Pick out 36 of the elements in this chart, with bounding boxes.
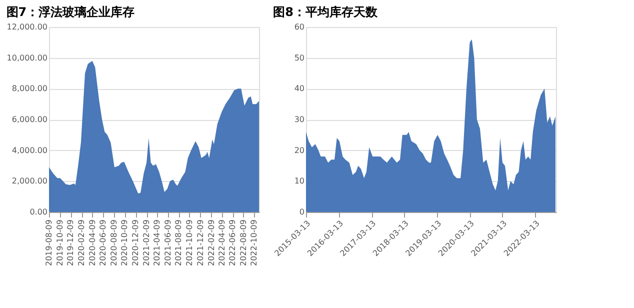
y-tick-label: 6,000.00: [12, 115, 48, 124]
y-tick-label: 8,000.00: [12, 84, 48, 94]
y-tick-label: 20: [294, 146, 304, 155]
x-tick-label: 2022-08-09: [238, 220, 248, 266]
y-tick-label: 12,000.00: [6, 22, 48, 32]
y-tick-label: 10,000.00: [6, 53, 48, 62]
y-tick-label: 2,000.00: [12, 176, 48, 186]
y-tick-label: 0.00: [30, 208, 48, 216]
x-tick-label: 2019-10-09: [55, 220, 64, 266]
x-tick-label: 2020-04-09: [88, 220, 97, 266]
y-tick-label: 40: [294, 84, 304, 94]
x-tick-label: 2021-04-09: [152, 220, 162, 266]
x-tick-label: 2020-02-09: [77, 220, 86, 266]
y-tick-label: 30: [294, 115, 304, 124]
x-tick-label: 2022-02-09: [206, 220, 216, 266]
x-tick-label: 2020-10-09: [120, 220, 130, 266]
x-tick-label: 2020-08-09: [109, 220, 118, 266]
x-tick-label: 2020-12-09: [131, 220, 140, 266]
x-tick-label: 2021-02-09: [142, 220, 152, 266]
x-tick-label: 2021-08-09: [174, 220, 184, 266]
x-tick-label: 2019-12-09: [66, 220, 76, 266]
x-tick-label: 2021-10-09: [184, 220, 194, 266]
x-tick-label: 2022-06-09: [228, 220, 238, 266]
x-tick-label: 2022-04-09: [217, 220, 226, 266]
y-tick-label: 10: [294, 176, 304, 186]
y-tick-label: 4,000.00: [12, 146, 48, 155]
y-tick-label: 50: [294, 53, 304, 62]
x-tick-label: 2021-06-09: [163, 220, 172, 266]
x-tick-label: 2020-06-09: [98, 220, 108, 266]
y-tick-label: 60: [294, 22, 304, 32]
x-tick-label: 2022-10-09: [250, 220, 259, 266]
chart-title: 图7：浮法玻璃企业库存: [6, 5, 135, 19]
y-tick-label: 0: [299, 208, 304, 216]
chart-title: 图8：平均库存天数: [273, 5, 378, 19]
x-tick-label: 2019-08-09: [44, 220, 54, 266]
x-tick-label: 2021-12-09: [196, 220, 205, 266]
